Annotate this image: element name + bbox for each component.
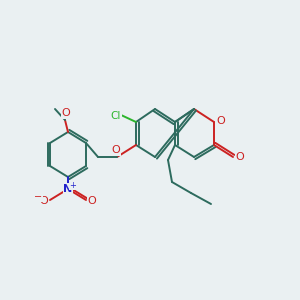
- Text: −: −: [34, 192, 42, 202]
- Text: O: O: [88, 196, 96, 206]
- Text: Cl: Cl: [111, 111, 121, 121]
- Text: O: O: [40, 196, 48, 206]
- Text: N: N: [63, 184, 73, 194]
- Text: +: +: [70, 181, 76, 190]
- Text: O: O: [236, 152, 244, 162]
- Text: O: O: [217, 116, 225, 126]
- Text: O: O: [112, 145, 120, 155]
- Text: O: O: [61, 108, 70, 118]
